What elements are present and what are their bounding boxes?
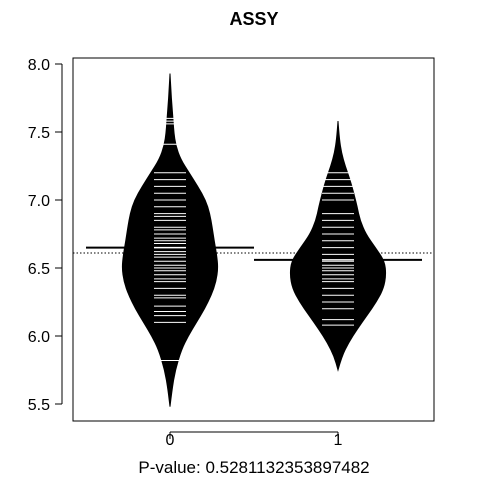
chart-title: ASSY: [229, 9, 278, 29]
x-tick-label: 1: [334, 432, 343, 449]
bean-1: [289, 121, 387, 372]
bean-layer: [73, 73, 434, 407]
x-axis-caption: P-value: 0.5281132353897482: [138, 458, 369, 477]
y-tick-label: 6.5: [28, 261, 50, 278]
plot-frame: [72, 57, 435, 422]
y-tick-label: 7.5: [28, 125, 50, 142]
y-axis: 5.5 6.0 6.5 7.0 7.5 8.0: [28, 57, 63, 414]
y-tick-label: 6.0: [28, 329, 50, 346]
y-tick-label: 7.0: [28, 193, 50, 210]
bean-0: [121, 73, 219, 407]
y-tick-label: 8.0: [28, 57, 50, 74]
x-tick-label: 0: [166, 432, 175, 449]
y-tick-label: 5.5: [28, 397, 50, 414]
